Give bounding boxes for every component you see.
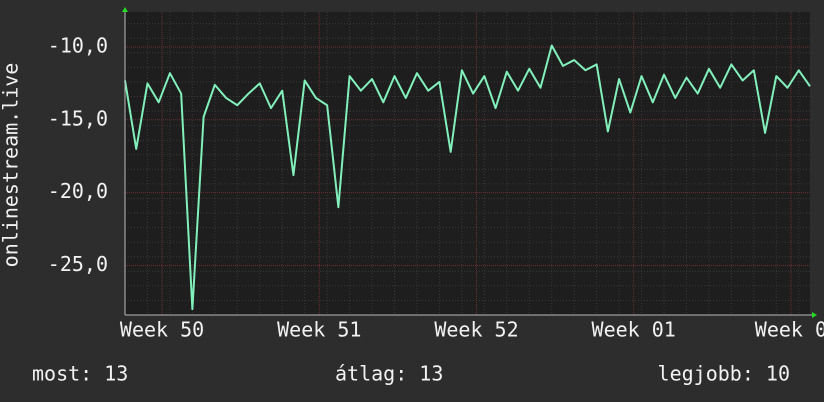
y-tick-label: -25,0 xyxy=(48,252,108,276)
y-arrow xyxy=(122,7,128,12)
x-tick-label: Week 0 xyxy=(755,318,824,342)
y-tick-label: -20,0 xyxy=(48,179,108,203)
x-tick-label: Week 50 xyxy=(120,318,204,342)
x-tick-label: Week 52 xyxy=(434,318,518,342)
y-tick-label: -10,0 xyxy=(48,33,108,57)
footer-average: átlag: 13 xyxy=(335,362,443,386)
footer-current: most: 13 xyxy=(32,362,128,386)
grid xyxy=(124,12,810,316)
data-line xyxy=(124,44,811,311)
marks xyxy=(124,44,811,311)
x-tick-label: Week 01 xyxy=(592,318,676,342)
y-axis-label: onlinestream.live xyxy=(0,63,23,268)
x-tick-label: Week 51 xyxy=(277,318,361,342)
footer-best: legjobb: 10 xyxy=(658,362,790,386)
y-tick-label: -15,0 xyxy=(48,106,108,130)
x-arrow xyxy=(812,312,817,318)
plot-area xyxy=(125,12,810,315)
